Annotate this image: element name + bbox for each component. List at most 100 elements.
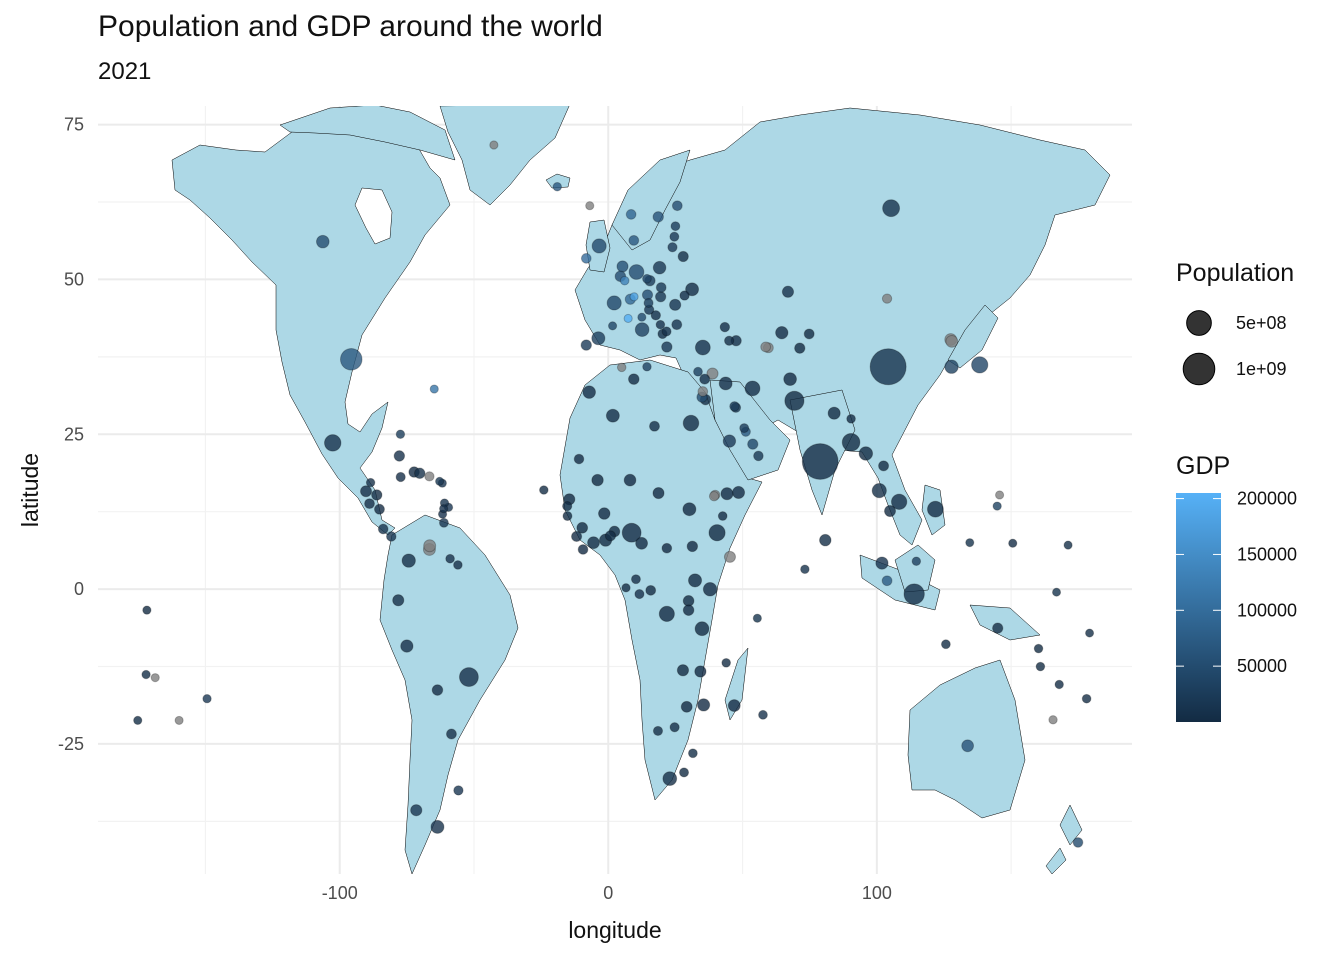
country-point — [775, 326, 789, 340]
country-point — [619, 275, 630, 286]
country-point — [431, 684, 444, 696]
landmass-japan — [947, 304, 999, 369]
country-point — [423, 539, 437, 553]
country-point — [718, 376, 733, 391]
country-point — [722, 434, 737, 448]
landmass-iceland — [545, 173, 571, 189]
country-point — [911, 556, 922, 566]
country-point — [580, 339, 592, 351]
country-point — [671, 319, 683, 331]
country-point — [678, 767, 690, 778]
country-point — [539, 485, 549, 495]
country-point — [687, 573, 703, 588]
country-point — [576, 521, 589, 534]
country-point — [677, 250, 689, 263]
country-point — [438, 517, 449, 528]
country-point — [1063, 540, 1073, 550]
country-point — [453, 560, 463, 570]
y-tick-label: 75 — [64, 115, 84, 135]
country-point — [628, 234, 640, 246]
country-point — [365, 477, 376, 488]
country-point — [708, 490, 720, 502]
axes: -100 0 100 -25 0 25 50 75 — [58, 115, 892, 903]
color-legend: GDP 50000 100000 150000 200000 — [1176, 452, 1297, 722]
country-point — [562, 501, 573, 512]
country-point — [489, 140, 499, 150]
landmass-australia — [907, 659, 1026, 819]
country-point — [708, 524, 726, 542]
country-point — [882, 199, 901, 218]
country-point — [377, 523, 389, 535]
country-point — [587, 536, 600, 550]
country-point — [141, 669, 151, 680]
country-point — [682, 604, 695, 616]
country-point — [881, 575, 893, 587]
country-point — [652, 211, 664, 223]
country-point — [869, 348, 907, 386]
country-point — [445, 553, 455, 564]
country-point — [819, 533, 832, 547]
landmass-scandinavia — [611, 149, 691, 251]
country-point — [744, 380, 761, 397]
country-point — [697, 698, 711, 712]
color-legend-title: GDP — [1176, 452, 1230, 480]
size-legend-label: 1e+09 — [1236, 359, 1287, 379]
country-point — [724, 335, 735, 346]
country-point — [655, 319, 666, 330]
country-point — [965, 538, 975, 548]
country-point — [649, 420, 660, 432]
country-point — [903, 583, 925, 605]
country-point — [679, 290, 690, 301]
country-point — [783, 372, 797, 386]
landmass-south-america — [379, 514, 519, 874]
country-point — [992, 501, 1002, 511]
country-point — [944, 359, 959, 374]
country-point — [702, 581, 718, 597]
country-point — [430, 819, 445, 834]
country-points — [133, 140, 1095, 848]
x-tick-label: 100 — [862, 883, 892, 903]
country-point — [364, 498, 375, 510]
x-axis-title: longitude — [568, 917, 661, 943]
country-point — [871, 483, 887, 499]
country-point — [585, 201, 595, 211]
country-point — [623, 313, 633, 324]
country-point — [385, 531, 397, 542]
country-point — [961, 739, 975, 753]
country-point — [373, 503, 385, 515]
country-point — [643, 297, 654, 308]
country-point — [645, 584, 657, 596]
country-point — [1008, 538, 1018, 548]
country-point — [800, 564, 810, 575]
country-point — [697, 386, 709, 397]
country-point — [202, 694, 212, 704]
country-point — [652, 725, 664, 737]
country-point — [752, 613, 762, 623]
country-point — [685, 282, 700, 297]
y-tick-label: 25 — [64, 424, 84, 444]
country-point — [429, 384, 439, 394]
country-point — [881, 293, 893, 304]
country-point — [621, 583, 631, 593]
country-point — [841, 432, 861, 452]
landmass-new-zealand — [1045, 804, 1083, 874]
country-point — [606, 295, 622, 311]
country-point — [671, 200, 683, 212]
country-point — [878, 460, 890, 472]
country-point — [760, 341, 772, 353]
landmass-arctic-islands — [279, 106, 456, 161]
country-point — [150, 673, 160, 683]
country-point — [315, 234, 330, 249]
country-point — [945, 334, 959, 348]
country-point — [926, 500, 944, 518]
country-point — [676, 664, 690, 677]
size-legend: Population 5e+08 1e+09 — [1176, 259, 1294, 386]
country-point — [392, 594, 405, 607]
country-point — [727, 699, 741, 713]
country-point — [658, 605, 675, 622]
country-point — [607, 321, 618, 331]
size-legend-key — [1186, 310, 1212, 336]
country-point — [439, 504, 449, 514]
country-point — [395, 429, 406, 439]
country-point — [717, 511, 728, 521]
